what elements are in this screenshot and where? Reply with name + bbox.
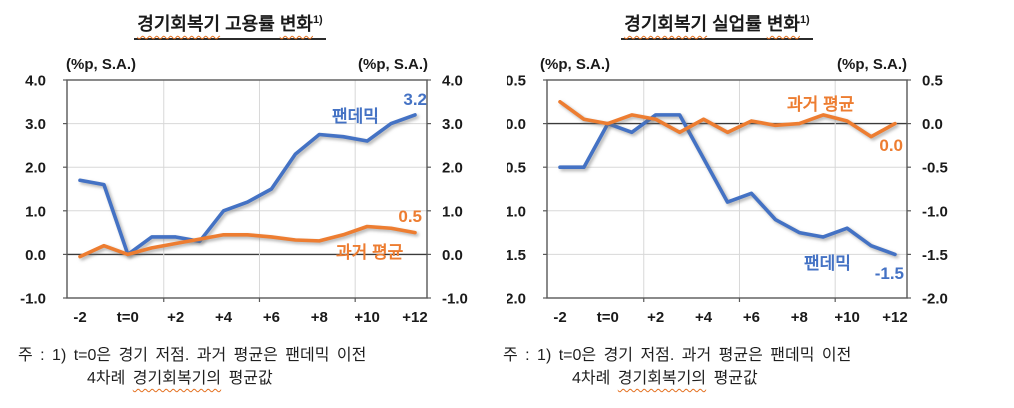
series-end-value-past-average: 0.0 (879, 136, 903, 155)
x-axis-tick-label: +2 (167, 309, 184, 326)
x-axis-tick-label: +8 (311, 309, 328, 326)
series-line-past-average (78, 224, 417, 259)
series-label-past-average: 과거 평균 (336, 243, 404, 262)
footnote-line2: 4차례 경기회복기의 평균값 (572, 370, 758, 387)
series-end-value-pandemic: 3.2 (403, 90, 427, 109)
x-axis-tick-label: +12 (882, 309, 907, 326)
x-axis-tick-label: t=0 (597, 309, 619, 326)
y-axis-tick-label: 1.0 (442, 203, 463, 220)
axis-unit-label-left: (%p, S.A.) (540, 56, 610, 73)
y-axis-tick-label: 0.5 (922, 73, 943, 90)
unemployment-chart-panel: 경기회복기 실업률 변화1) (%p, S.A.) (%p, S.A.) 0.5… (503, 0, 1014, 408)
y-axis-tick-label: 4.0 (25, 73, 46, 90)
y-axis-tick-label: 0.0 (442, 247, 463, 264)
series-label-pandemic: 팬데믹 (804, 254, 851, 273)
footnote-line1: 주 : 1) t=0은 경기 저점. 과거 평균은 팬데믹 이전 (503, 347, 852, 364)
y-axis-tick-label: 4.0 (442, 73, 463, 90)
x-axis-tick-label: +8 (791, 309, 808, 326)
axis-unit-label-right: (%p, S.A.) (837, 56, 907, 73)
chart-title-employment: 경기회복기 고용률 변화1) (25, 10, 435, 40)
y-axis-tick-label: 1.0 (25, 203, 46, 220)
x-axis-tick-label: -2 (553, 309, 566, 326)
axis-unit-label-left: (%p, S.A.) (66, 56, 136, 73)
y-axis-tick-label: 3.0 (25, 116, 46, 133)
series-end-value-pandemic: -1.5 (874, 264, 904, 283)
title-footnote-marker: 1) (312, 14, 323, 26)
y-axis-tick-label: 0.5 (507, 73, 526, 90)
series-label-pandemic: 팬데믹 (332, 107, 379, 126)
chart-plot-unemployment: 0.5 0.5 0.0 0.0 -0.5 -0.5 -1.0 -1.0 -1.5 -1.5 -2.0… (507, 73, 948, 327)
axis-unit-label-right: (%p, S.A.) (358, 56, 428, 73)
x-axis-tick-label: +6 (263, 309, 280, 326)
x-axis-tick-label: -2 (73, 309, 86, 326)
series-label-past-average: 과거 평균 (787, 95, 855, 114)
x-axis-tick-label: t=0 (117, 309, 139, 326)
y-axis-tick-label: -0.5 (507, 160, 526, 177)
title-word: 고용률 (225, 14, 275, 34)
y-axis-tick-label: 0.0 (922, 116, 943, 133)
y-axis-tick-label: -1.5 (922, 247, 948, 264)
y-axis-tick-label: -1.0 (507, 203, 526, 220)
x-axis-tick-label: +6 (743, 309, 760, 326)
y-axis-tick-label: -0.5 (922, 160, 948, 177)
series-line-pandemic (558, 113, 897, 257)
y-axis-tick-label: -1.5 (507, 247, 526, 264)
y-axis-tick-label: -2.0 (922, 291, 948, 308)
x-axis-tick-label: +10 (834, 309, 859, 326)
series-line-past-average (558, 100, 897, 139)
title-word: 경기회복기 (137, 14, 221, 34)
footnote: 주 : 1) t=0은 경기 저점. 과거 평균은 팬데믹 이전 4차례 경기회… (18, 344, 366, 390)
series-end-value-past-average: 0.5 (398, 207, 422, 226)
y-axis-tick-label: 3.0 (442, 116, 463, 133)
x-axis-tick-label: +12 (402, 309, 427, 326)
footnote-line1: 주 : 1) t=0은 경기 저점. 과거 평균은 팬데믹 이전 (18, 347, 367, 364)
x-axis-tick-label: +4 (695, 309, 713, 326)
y-axis-tick-label: 0.0 (25, 247, 46, 264)
y-axis-tick-label: 2.0 (442, 160, 463, 177)
x-axis-tick-label: +2 (647, 309, 664, 326)
footnote: 주 : 1) t=0은 경기 저점. 과거 평균은 팬데믹 이전 4차례 경기회… (503, 344, 851, 390)
y-axis-tick-label: -1.0 (20, 291, 46, 308)
title-word: 실업률 (712, 14, 762, 34)
y-axis-tick-label: -1.0 (442, 291, 468, 308)
title-word: 경기회복기 (624, 14, 708, 34)
x-axis-tick-label: +4 (215, 309, 233, 326)
title-footnote-marker: 1) (799, 14, 810, 26)
y-axis-tick-label: 0.0 (507, 116, 526, 133)
employment-chart-panel: 경기회복기 고용률 변화1) (%p, S.A.) (%p, S.A.) 4.0… (18, 10, 468, 390)
y-axis-tick-label: 2.0 (25, 160, 46, 177)
chart-plot-employment: 4.0 4.0 3.0 3.0 2.0 2.0 1.0 1.0 0.0 0.0 -1.0 -1.0 -2… (20, 73, 468, 327)
chart-title-unemployment: 경기회복기 실업률 변화1) (517, 10, 917, 40)
x-axis-tick-label: +10 (354, 309, 379, 326)
footnote-line2: 4차례 경기회복기의 평균값 (87, 370, 273, 387)
title-word: 변화 (279, 14, 313, 34)
y-axis-tick-label: -1.0 (922, 203, 948, 220)
series-line-pandemic (78, 113, 417, 257)
y-axis-tick-label: -2.0 (507, 291, 526, 308)
title-word: 변화 (766, 14, 800, 34)
